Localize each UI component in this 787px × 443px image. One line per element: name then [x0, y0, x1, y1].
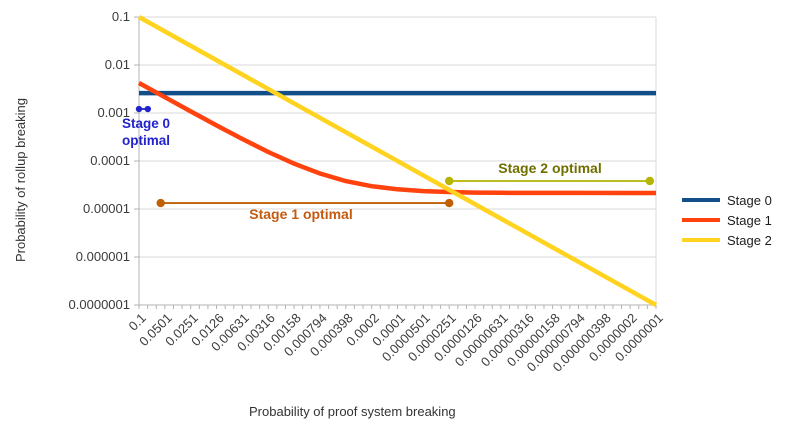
legend-swatch-stage1	[682, 218, 720, 222]
legend-label-stage1: Stage 1	[727, 212, 772, 228]
legend-item-stage2: Stage 2	[682, 230, 772, 250]
legend-swatch-stage2	[682, 238, 720, 242]
legend-label-stage0: Stage 0	[727, 192, 772, 208]
y-axis-title: Probability of rollup breaking	[13, 97, 28, 263]
annotation-stage0-optimal: Stage 0 optimal	[122, 116, 182, 149]
annotation-stage2-optimal: Stage 2 optimal	[498, 160, 602, 176]
y-tick-label: 0.0000001	[68, 297, 130, 312]
y-tick-label: 0.1	[111, 9, 130, 24]
y-tick-label: 0.01	[104, 57, 130, 72]
y-tick-label: 0.00001	[83, 201, 130, 216]
x-axis-title: Probability of proof system breaking	[249, 404, 456, 419]
legend: Stage 0 Stage 1 Stage 2	[682, 190, 772, 250]
annotation-stage0-optimal-line2: optimal	[122, 132, 171, 148]
y-tick-label: 0.001	[97, 105, 130, 120]
annotation-stage0-optimal-line1: Stage 0	[122, 116, 171, 131]
annotation-stage1-optimal: Stage 1 optimal	[249, 206, 353, 222]
legend-swatch-stage0	[682, 198, 720, 202]
y-tick-label: 0.0001	[90, 153, 130, 168]
legend-item-stage1: Stage 1	[682, 210, 772, 230]
legend-item-stage0: Stage 0	[682, 190, 772, 210]
legend-label-stage2: Stage 2	[727, 232, 772, 248]
y-tick-label: 0.000001	[75, 249, 130, 264]
